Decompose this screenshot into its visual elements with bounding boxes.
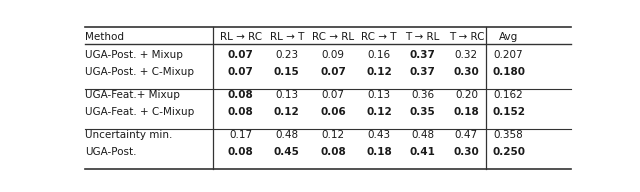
- Text: UGA-Post. + Mixup: UGA-Post. + Mixup: [85, 50, 183, 60]
- Text: 0.12: 0.12: [366, 67, 392, 77]
- Text: 0.36: 0.36: [411, 90, 435, 100]
- Text: 0.35: 0.35: [410, 107, 436, 117]
- Text: 0.16: 0.16: [367, 50, 390, 60]
- Text: 0.23: 0.23: [275, 50, 298, 60]
- Text: 0.17: 0.17: [229, 130, 252, 140]
- Text: 0.47: 0.47: [455, 130, 478, 140]
- Text: 0.08: 0.08: [228, 147, 253, 157]
- Text: 0.30: 0.30: [454, 67, 479, 77]
- Text: 0.07: 0.07: [321, 90, 344, 100]
- Text: 0.37: 0.37: [410, 50, 436, 60]
- Text: T → RC: T → RC: [449, 32, 484, 42]
- Text: 0.12: 0.12: [274, 107, 300, 117]
- Text: UGA-Post.: UGA-Post.: [85, 147, 136, 157]
- Text: Method: Method: [85, 32, 124, 42]
- Text: 0.12: 0.12: [366, 107, 392, 117]
- Text: 0.18: 0.18: [366, 147, 392, 157]
- Text: 0.30: 0.30: [454, 147, 479, 157]
- Text: 0.32: 0.32: [455, 50, 478, 60]
- Text: 0.162: 0.162: [493, 90, 524, 100]
- Text: 0.48: 0.48: [275, 130, 298, 140]
- Text: 0.09: 0.09: [321, 50, 344, 60]
- Text: RC → T: RC → T: [362, 32, 397, 42]
- Text: 0.08: 0.08: [228, 107, 253, 117]
- Text: 0.48: 0.48: [411, 130, 435, 140]
- Text: 0.15: 0.15: [274, 67, 300, 77]
- Text: RL → T: RL → T: [269, 32, 304, 42]
- Text: 0.43: 0.43: [367, 130, 390, 140]
- Text: UGA-Post. + C-Mixup: UGA-Post. + C-Mixup: [85, 67, 194, 77]
- Text: 0.13: 0.13: [275, 90, 298, 100]
- Text: RC → RL: RC → RL: [312, 32, 354, 42]
- Text: 0.07: 0.07: [228, 50, 253, 60]
- Text: RL → RC: RL → RC: [220, 32, 262, 42]
- Text: 0.207: 0.207: [493, 50, 524, 60]
- Text: 0.07: 0.07: [320, 67, 346, 77]
- Text: UGA-Feat. + C-Mixup: UGA-Feat. + C-Mixup: [85, 107, 194, 117]
- Text: 0.180: 0.180: [492, 67, 525, 77]
- Text: 0.152: 0.152: [492, 107, 525, 117]
- Text: 0.358: 0.358: [493, 130, 524, 140]
- Text: 0.06: 0.06: [320, 107, 346, 117]
- Text: 0.41: 0.41: [410, 147, 436, 157]
- Text: 0.45: 0.45: [274, 147, 300, 157]
- Text: UGA-Feat.+ Mixup: UGA-Feat.+ Mixup: [85, 90, 180, 100]
- Text: 0.13: 0.13: [367, 90, 390, 100]
- Text: T → RL: T → RL: [406, 32, 440, 42]
- Text: 0.12: 0.12: [321, 130, 344, 140]
- Text: 0.07: 0.07: [228, 67, 253, 77]
- Text: 0.08: 0.08: [320, 147, 346, 157]
- Text: 0.250: 0.250: [492, 147, 525, 157]
- Text: 0.18: 0.18: [454, 107, 479, 117]
- Text: 0.08: 0.08: [228, 90, 253, 100]
- Text: Uncertainty min.: Uncertainty min.: [85, 130, 172, 140]
- Text: Avg: Avg: [499, 32, 518, 42]
- Text: 0.37: 0.37: [410, 67, 436, 77]
- Text: 0.20: 0.20: [455, 90, 478, 100]
